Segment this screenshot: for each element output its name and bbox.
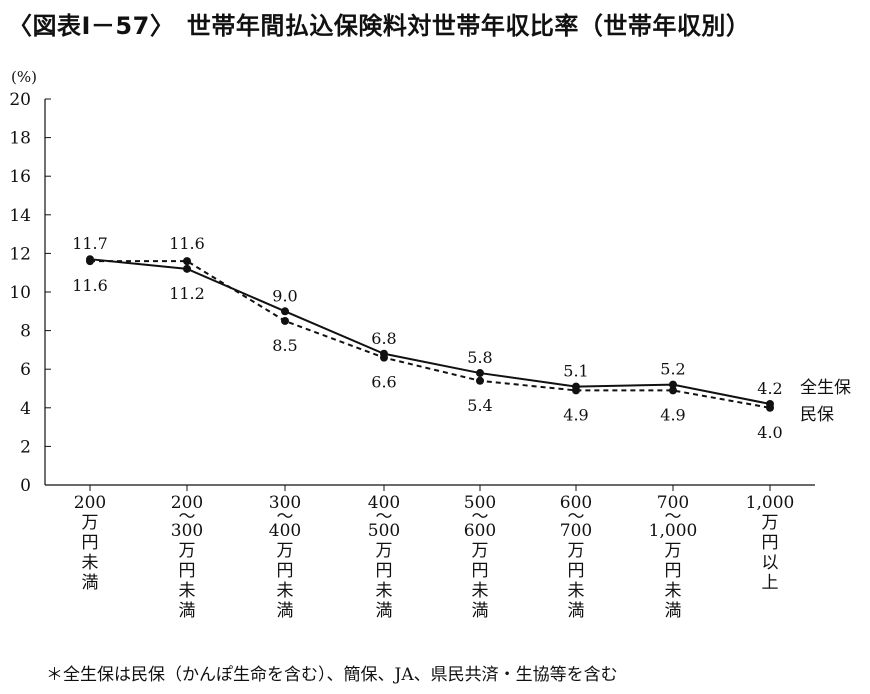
data-label: 4.9 (660, 405, 685, 424)
x-tick-label: 200 万円未満 (74, 493, 106, 593)
data-label: 8.5 (272, 336, 297, 355)
y-tick-label: 4 (20, 399, 31, 419)
data-label: 5.4 (467, 396, 492, 415)
data-label: 6.6 (371, 373, 396, 392)
data-label: 5.2 (660, 360, 685, 379)
x-tick-label: 600 ～ 700 万円未満 (560, 493, 592, 621)
series-line-1 (89, 258, 771, 405)
data-label: 11.6 (72, 276, 108, 295)
data-point (766, 403, 774, 412)
data-label: 4.9 (563, 405, 588, 424)
data-label: 11.6 (169, 234, 205, 253)
data-point (281, 307, 289, 316)
data-point (476, 376, 484, 385)
data-point (86, 257, 94, 266)
x-tick-label: 400 ～ 500 万円未満 (368, 493, 400, 621)
y-tick-label: 14 (9, 206, 31, 226)
x-tick-label: 300 ～ 400 万円未満 (269, 493, 301, 621)
data-label: 9.0 (272, 286, 297, 305)
x-tick-label: 700 ～ 1,000 万円未満 (649, 493, 698, 621)
data-label: 4.0 (757, 423, 782, 442)
y-tick-label: 0 (20, 476, 31, 496)
data-label: 11.2 (169, 284, 205, 303)
x-tick-label: 500 ～ 600 万円未満 (464, 493, 496, 621)
chart-title: 〈図表Ⅰ－57〉 世帯年間払込保険料対世帯年収比率（世帯年収別） (8, 12, 751, 40)
data-point (183, 264, 191, 273)
data-label: 6.8 (371, 329, 396, 348)
data-point (669, 386, 677, 395)
y-tick-label: 18 (9, 129, 31, 149)
data-label: 5.1 (563, 362, 588, 381)
data-label: 11.7 (72, 234, 108, 253)
y-tick-label: 6 (20, 360, 31, 380)
legend-label: 全生保 (800, 378, 851, 398)
y-tick-label: 12 (9, 244, 31, 264)
legend-label: 民保 (800, 405, 834, 425)
x-tick-label: 1,000 万円以上 (746, 493, 795, 593)
y-tick-label: 10 (9, 283, 31, 303)
data-label: 4.2 (757, 379, 782, 398)
footnote: ＊全生保は民保（かんぽ生命を含む）、簡保、JA、県民共済・生協等を含む (46, 665, 618, 685)
y-tick-label: 2 (20, 437, 31, 457)
data-point (669, 380, 677, 389)
data-point (476, 369, 484, 378)
data-point (183, 257, 191, 266)
y-tick-label: 20 (9, 90, 31, 110)
y-tick-label: 16 (9, 167, 31, 187)
data-point (572, 386, 580, 395)
data-label: 5.8 (467, 348, 492, 367)
data-point (380, 353, 388, 362)
y-axis-unit: (%) (11, 68, 37, 86)
x-tick-label: 200 ～ 300 万円未満 (171, 493, 203, 621)
data-point (281, 316, 289, 325)
y-tick-label: 8 (20, 322, 31, 342)
